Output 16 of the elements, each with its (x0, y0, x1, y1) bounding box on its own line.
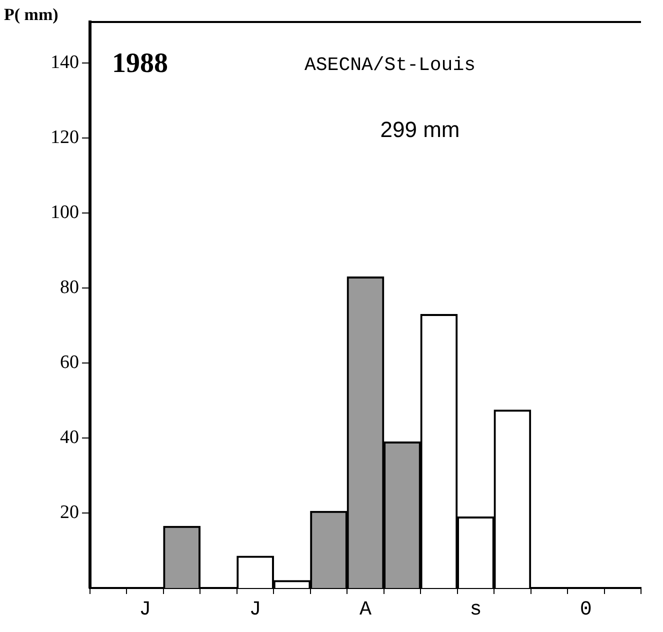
x-tick-label: J (139, 598, 152, 622)
y-tick-label: 120 (50, 127, 79, 148)
y-tick-label: 40 (60, 427, 79, 448)
x-tick-label: J (249, 598, 262, 622)
annotation: ASECNA/St-Louis (304, 54, 476, 76)
y-tick-label: 140 (50, 52, 79, 74)
y-tick-label: 60 (60, 352, 79, 374)
y-tick-label: 100 (50, 202, 79, 224)
x-tick-label: 0 (580, 598, 592, 622)
x-tick-label: s (470, 598, 482, 622)
y-axis-title: P( mm) (4, 5, 58, 24)
x-tick-label: A (359, 598, 372, 622)
y-tick-label: 80 (60, 277, 79, 298)
y-tick-label: 20 (60, 502, 79, 524)
annotation: 1988 (112, 48, 168, 79)
annotation: 299 mm (380, 117, 460, 142)
